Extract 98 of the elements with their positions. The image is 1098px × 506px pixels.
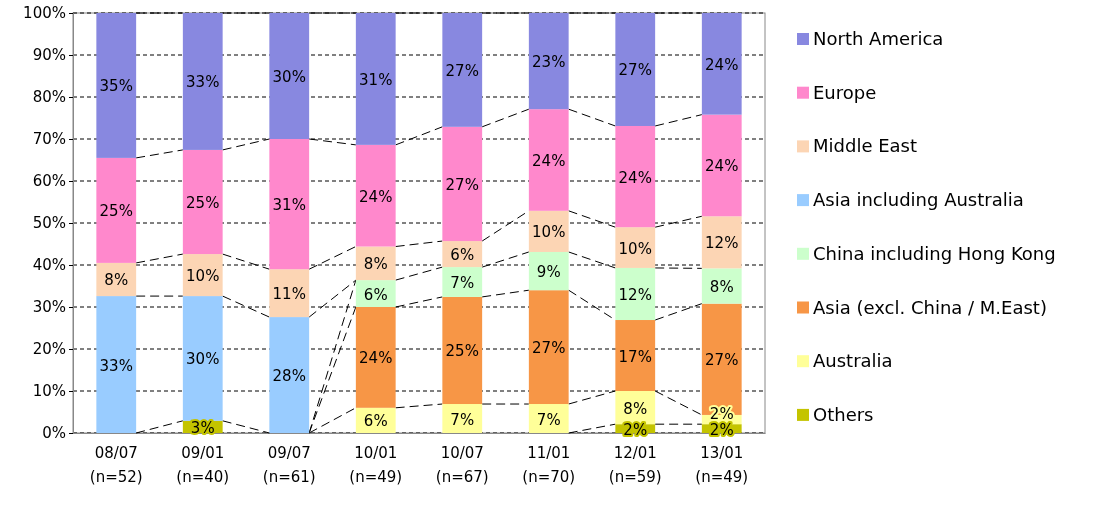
data-label: 10% <box>186 267 220 286</box>
x-tick-label: 12/01 (n=59) <box>608 444 662 486</box>
data-label: 25% <box>186 194 220 212</box>
y-tick-label: 10% <box>32 382 66 401</box>
x-tick-label: 08/07 (n=52) <box>89 444 143 486</box>
x-tick-label: 09/07 (n=61) <box>262 444 316 486</box>
data-label: 24% <box>532 152 566 170</box>
x-tick-label: 09/01 (n=40) <box>176 444 230 486</box>
data-label: 8% <box>623 399 648 418</box>
data-label: 30% <box>186 350 220 369</box>
data-label: 10% <box>532 223 566 242</box>
data-label: 27% <box>705 351 739 370</box>
bar <box>701 114 742 217</box>
x-tick-label: 10/01 (n=49) <box>349 444 403 486</box>
data-label: 33% <box>186 73 220 92</box>
data-label: 24% <box>705 55 739 74</box>
data-label: 10% <box>618 239 652 258</box>
data-label: 8% <box>709 278 734 296</box>
bar <box>96 13 137 158</box>
data-label: 27% <box>445 61 479 80</box>
y-tick-label: 40% <box>32 256 66 275</box>
y-tick-label: 70% <box>32 130 66 149</box>
data-label: 9% <box>536 263 561 282</box>
y-tick-label: 60% <box>32 172 66 191</box>
x-tick-label: 13/01 (n=49) <box>695 444 749 486</box>
bar <box>182 296 223 421</box>
data-label: 24% <box>359 349 393 368</box>
bar <box>355 144 396 247</box>
y-tick-label: 0% <box>42 424 66 443</box>
data-label: 23% <box>532 53 566 72</box>
bar <box>269 317 310 433</box>
data-label: 24% <box>618 168 652 187</box>
bar <box>528 109 569 211</box>
legend-label: Middle East <box>813 135 918 157</box>
data-label: 3% <box>190 418 215 437</box>
legend-label: North America <box>813 28 944 49</box>
data-label: 31% <box>272 196 306 215</box>
y-tick-label: 80% <box>32 88 66 107</box>
legend-label: Asia including Australia <box>813 189 1024 211</box>
legend-label: China including Hong Kong <box>813 242 1056 264</box>
bar <box>615 125 656 228</box>
legend-label: Australia <box>813 350 893 372</box>
data-label: 24% <box>705 157 739 176</box>
data-label: 7% <box>450 274 475 293</box>
bar <box>701 13 742 115</box>
bar <box>615 320 656 391</box>
bar <box>528 13 569 110</box>
data-label: 33% <box>99 356 133 375</box>
data-label: 35% <box>99 77 133 96</box>
bar <box>182 149 223 255</box>
x-tick-label: 11/01 (n=70) <box>522 444 576 486</box>
bar <box>96 157 137 263</box>
x-tick-label: 10/07 (n=67) <box>435 444 489 486</box>
data-label: 27% <box>445 175 479 194</box>
bar <box>701 268 742 304</box>
legend-label: Others <box>813 403 874 425</box>
bar <box>182 13 223 150</box>
data-label: 12% <box>705 234 739 253</box>
data-label: 17% <box>618 347 652 366</box>
data-label: 8% <box>363 255 388 274</box>
bar <box>442 267 483 297</box>
data-label: 8% <box>104 271 129 290</box>
bar <box>96 296 137 433</box>
bar <box>615 267 656 321</box>
bar <box>442 13 483 127</box>
data-label: 11% <box>272 285 306 304</box>
legend-label: Europe <box>813 81 877 103</box>
data-label: 31% <box>359 70 393 89</box>
legend-label: Asia (excl. China / M.East) <box>813 296 1047 318</box>
data-label: 27% <box>618 61 652 80</box>
bar <box>355 13 396 145</box>
bar <box>269 139 310 270</box>
bar <box>528 290 569 405</box>
data-label: 27% <box>532 339 566 358</box>
data-label: 25% <box>445 342 479 361</box>
bar <box>442 296 483 405</box>
data-label: 24% <box>359 187 393 206</box>
bar <box>701 216 742 269</box>
y-tick-label: 90% <box>32 46 66 65</box>
data-label: 30% <box>272 68 306 86</box>
data-label: 6% <box>450 246 475 265</box>
bar <box>269 269 310 318</box>
data-label: 7% <box>536 410 561 429</box>
data-label: 28% <box>272 367 306 386</box>
data-label: 7% <box>450 410 475 429</box>
data-label: 12% <box>618 285 652 304</box>
data-label: 2% <box>709 404 734 423</box>
bar <box>442 126 483 242</box>
bar <box>355 307 396 408</box>
y-tick-label: 50% <box>32 214 66 233</box>
bar <box>615 13 656 126</box>
y-tick-label: 30% <box>32 298 66 317</box>
bar <box>269 13 310 139</box>
data-label: 25% <box>99 202 133 221</box>
y-tick-label: 20% <box>32 340 66 359</box>
data-label: 6% <box>363 285 388 304</box>
data-label: 6% <box>363 412 388 431</box>
y-tick-label: 100% <box>23 4 66 23</box>
